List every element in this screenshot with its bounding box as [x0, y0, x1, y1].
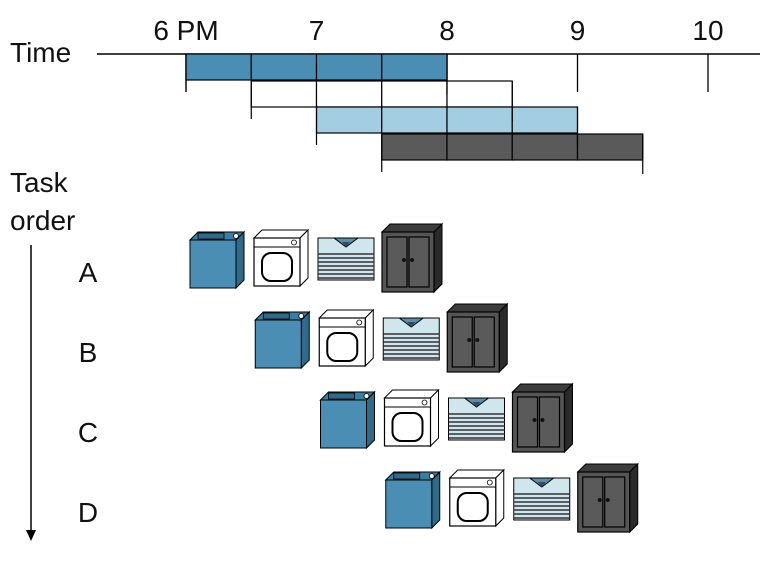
folded-shirts-icon [382, 317, 440, 361]
tick-label: 9 [570, 15, 586, 46]
task-label: C [78, 417, 98, 448]
washer-icon [384, 470, 441, 530]
closet-icon [380, 222, 444, 294]
closet-icon [576, 462, 639, 534]
dryer-icon [383, 388, 440, 448]
washer-icon [319, 390, 376, 450]
closet-icon [446, 302, 509, 374]
timeline-cell-folder [446, 106, 513, 134]
timeline-cell-storer [381, 133, 448, 161]
task-order-label-line2: order [10, 205, 75, 236]
timeline-cell-folder [511, 106, 579, 134]
timeline-cell-storer [446, 133, 513, 161]
task-row-B: B [79, 302, 509, 374]
timeline-cell-washer [185, 53, 252, 81]
dryer-icon [448, 468, 505, 528]
folded-shirts-icon [513, 477, 571, 521]
dryer-icon [252, 228, 310, 288]
dryer-icon [318, 308, 375, 368]
task-row-D: D [78, 462, 639, 534]
washer-icon [188, 230, 246, 290]
task-label: D [78, 497, 98, 528]
folded-shirts-icon [317, 237, 375, 281]
tick-label: 10 [692, 15, 723, 46]
timeline-cell-dryer [315, 80, 383, 108]
timeline-cell-dryer [446, 80, 513, 108]
task-order-label-line1: Task [10, 167, 69, 198]
timeline-cell-folder [315, 106, 383, 134]
timeline-cell-washer [315, 53, 383, 81]
task-label: A [79, 257, 98, 288]
closet-icon [511, 382, 574, 454]
task-label: B [79, 337, 98, 368]
tick-label: 8 [439, 15, 455, 46]
timeline-cell-storer [576, 133, 644, 161]
washer-icon [254, 310, 311, 370]
tick-label: 7 [309, 15, 325, 46]
tick-label: 6 PM [153, 15, 218, 46]
timeline-cell-dryer [250, 80, 318, 108]
timeline-cell-storer [511, 133, 579, 161]
timeline-cell-washer [381, 53, 448, 81]
task-row-A: A [79, 222, 444, 294]
time-axis-label: Time [10, 37, 71, 68]
task-order-arrowhead [26, 530, 36, 541]
timeline-cell-washer [250, 53, 318, 81]
timeline-cell-folder [381, 106, 448, 134]
task-row-C: C [78, 382, 574, 454]
folded-shirts-icon [448, 397, 505, 441]
timeline-cell-dryer [381, 80, 448, 108]
